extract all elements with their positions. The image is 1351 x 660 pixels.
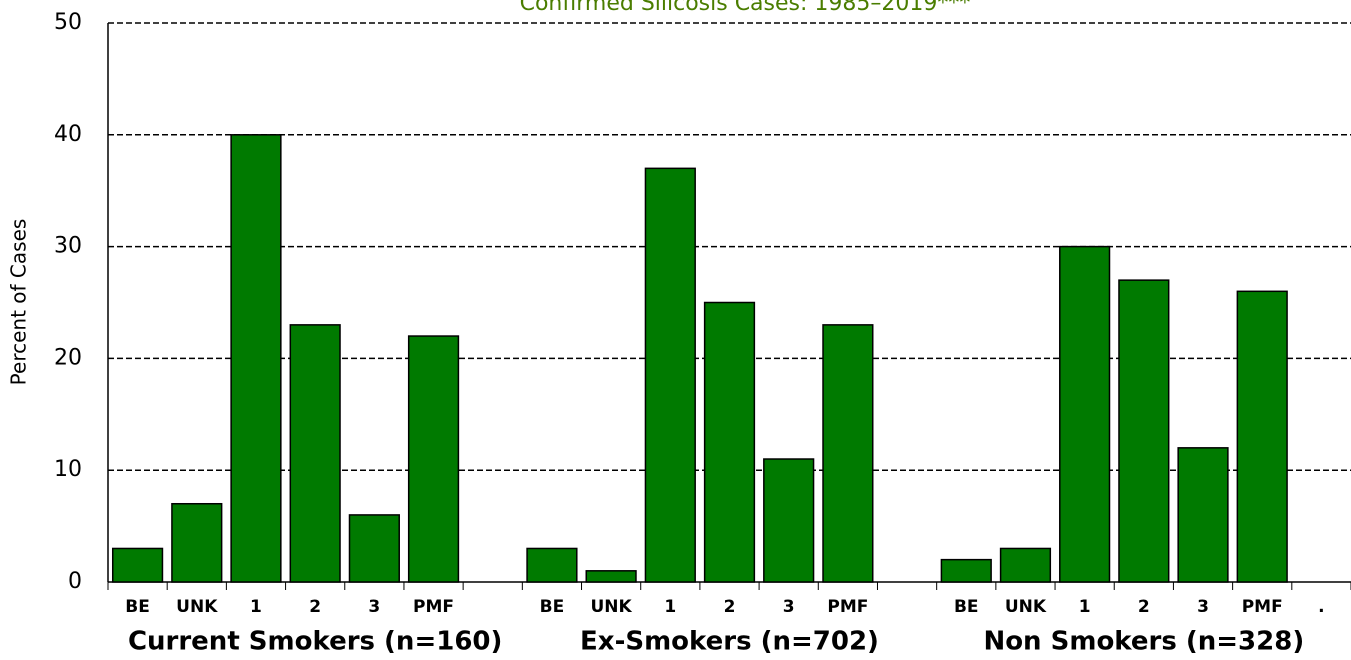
y-tick-label: 30 [54, 234, 82, 259]
bar [526, 547, 578, 583]
group-label: Non Smokers (n=328) [983, 627, 1304, 657]
group-label: Current Smokers (n=160) [128, 627, 502, 657]
x-tick-label: UNK [591, 597, 633, 617]
x-tick-label: 3 [1197, 597, 1209, 617]
y-tick-label: 0 [68, 569, 82, 594]
x-tick-label: 1 [1079, 597, 1091, 617]
x-tick-label: PMF [1242, 597, 1283, 617]
bar [1236, 290, 1288, 583]
x-tick-label: UNK [176, 597, 218, 617]
x-tick-label: 1 [250, 597, 262, 617]
y-tick-label: 50 [54, 10, 82, 35]
x-tick-label: 2 [309, 597, 321, 617]
y-tick-label: 40 [54, 122, 82, 147]
bar [999, 547, 1052, 583]
bar [1118, 279, 1170, 583]
x-tick-label: PMF [413, 597, 454, 617]
bar [644, 167, 696, 583]
bar [407, 335, 460, 583]
bar [585, 570, 637, 583]
x-tick-label: PMF [827, 597, 868, 617]
x-tick-label: 1 [664, 597, 676, 617]
x-tick-label: 2 [1138, 597, 1150, 617]
x-tick-label: BE [125, 597, 150, 617]
bar [171, 502, 223, 583]
bar [763, 458, 815, 583]
group-label: Ex-Smokers (n=702) [580, 627, 879, 657]
chart-title: Confirmed Silicosis Cases: 1985–2019*** [520, 0, 971, 16]
bar [703, 301, 756, 583]
y-tick-label: 20 [54, 345, 82, 370]
y-axis-label: Percent of Cases [7, 219, 31, 386]
y-tick-label: 10 [54, 457, 82, 482]
bar [230, 134, 282, 583]
x-tick-label: 2 [724, 597, 736, 617]
x-tick-label: BE [954, 597, 979, 617]
bar [111, 547, 164, 583]
x-tick-label: UNK [1005, 597, 1047, 617]
bar [940, 558, 992, 583]
x-tick-label: 3 [368, 597, 380, 617]
bar [289, 324, 341, 583]
bar [1059, 245, 1111, 583]
x-tick-label: 3 [783, 597, 795, 617]
x-tick-label: BE [540, 597, 565, 617]
x-tick-label: . [1318, 597, 1324, 617]
bar [1177, 447, 1229, 583]
bar [348, 514, 400, 583]
bar [822, 324, 874, 583]
